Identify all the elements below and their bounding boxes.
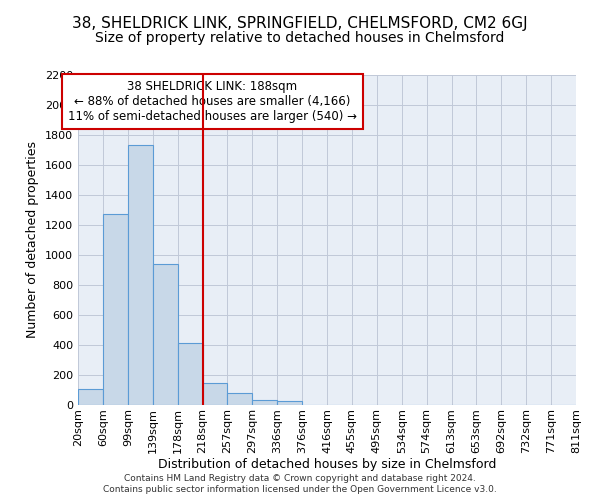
Bar (178, 343, 203, 405)
Bar (78, 388, 103, 405)
Text: Size of property relative to detached houses in Chelmsford: Size of property relative to detached ho… (95, 31, 505, 45)
Text: Contains HM Land Registry data © Crown copyright and database right 2024.: Contains HM Land Registry data © Crown c… (124, 474, 476, 483)
Bar (128, 144, 153, 405)
X-axis label: Distribution of detached houses by size in Chelmsford: Distribution of detached houses by size … (158, 458, 496, 471)
Text: Contains public sector information licensed under the Open Government Licence v3: Contains public sector information licen… (103, 485, 497, 494)
Text: 38 SHELDRICK LINK: 188sqm
← 88% of detached houses are smaller (4,166)
11% of se: 38 SHELDRICK LINK: 188sqm ← 88% of detac… (68, 80, 357, 123)
Y-axis label: Number of detached properties: Number of detached properties (26, 142, 40, 338)
Bar (227, 393, 253, 405)
Bar (277, 401, 302, 405)
Bar (253, 400, 277, 405)
Text: 38, SHELDRICK LINK, SPRINGFIELD, CHELMSFORD, CM2 6GJ: 38, SHELDRICK LINK, SPRINGFIELD, CHELMSF… (72, 16, 528, 31)
Bar (103, 214, 128, 405)
Bar (203, 382, 227, 405)
Bar (152, 264, 178, 405)
